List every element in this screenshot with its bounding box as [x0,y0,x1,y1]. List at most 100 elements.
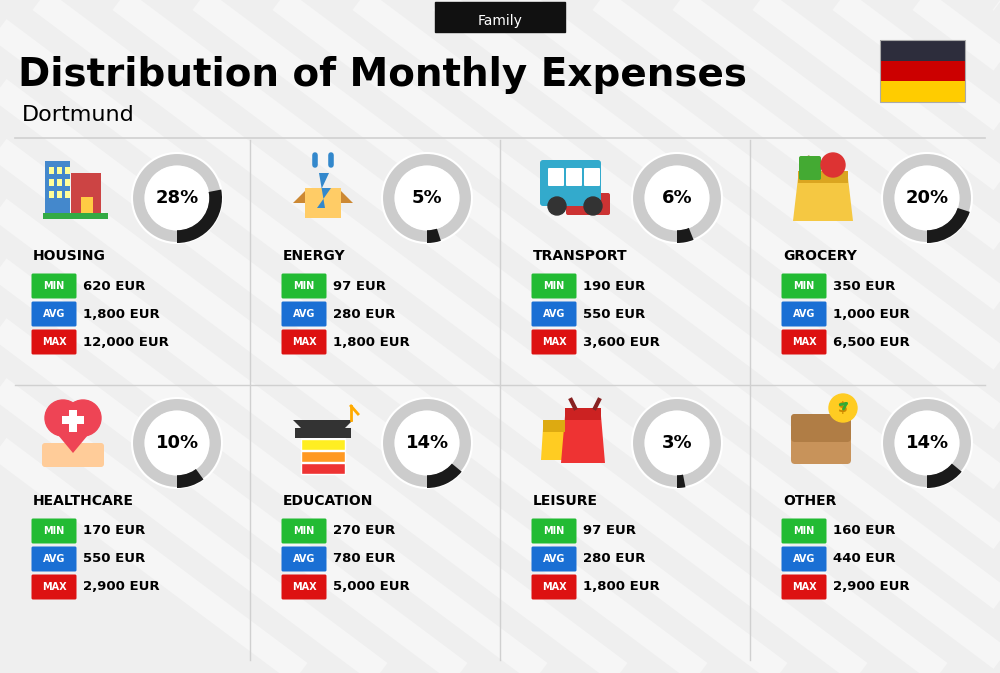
Wedge shape [427,463,462,488]
Polygon shape [293,188,353,203]
FancyBboxPatch shape [301,439,345,450]
FancyBboxPatch shape [32,273,76,299]
FancyBboxPatch shape [57,191,62,198]
Text: $: $ [838,401,848,415]
Text: AVG: AVG [793,309,815,319]
FancyBboxPatch shape [532,302,576,326]
Text: Distribution of Monthly Expenses: Distribution of Monthly Expenses [18,56,747,94]
Polygon shape [541,428,567,460]
Text: MAX: MAX [42,582,66,592]
Text: MAX: MAX [42,337,66,347]
Polygon shape [793,178,853,221]
FancyBboxPatch shape [532,330,576,355]
Circle shape [896,411,958,474]
Text: 160 EUR: 160 EUR [833,524,895,538]
Circle shape [548,197,566,215]
Text: 12,000 EUR: 12,000 EUR [83,336,169,349]
Circle shape [896,166,958,229]
Circle shape [821,153,845,177]
Circle shape [646,411,708,474]
Text: TRANSPORT: TRANSPORT [533,249,628,263]
Text: 280 EUR: 280 EUR [333,308,395,320]
FancyBboxPatch shape [880,61,965,81]
Text: 5,000 EUR: 5,000 EUR [333,581,410,594]
Text: MIN: MIN [793,281,815,291]
FancyBboxPatch shape [584,168,600,186]
FancyBboxPatch shape [49,179,54,186]
FancyBboxPatch shape [782,518,826,544]
FancyBboxPatch shape [782,330,826,355]
Text: 280 EUR: 280 EUR [583,553,645,565]
FancyBboxPatch shape [301,451,345,462]
FancyBboxPatch shape [43,213,108,219]
Text: MIN: MIN [43,281,65,291]
FancyBboxPatch shape [32,518,76,544]
Text: MAX: MAX [292,337,316,347]
FancyBboxPatch shape [798,171,848,183]
Text: AVG: AVG [43,309,65,319]
Text: 190 EUR: 190 EUR [583,279,645,293]
Circle shape [65,400,101,436]
Wedge shape [132,398,222,488]
Text: Family: Family [478,14,522,28]
Text: AVG: AVG [43,554,65,564]
Text: 14%: 14% [905,434,949,452]
Text: MAX: MAX [792,582,816,592]
Wedge shape [382,398,472,488]
FancyBboxPatch shape [45,161,70,216]
FancyBboxPatch shape [782,575,826,600]
Text: 350 EUR: 350 EUR [833,279,895,293]
Circle shape [584,197,602,215]
FancyBboxPatch shape [532,575,576,600]
Text: 2,900 EUR: 2,900 EUR [833,581,910,594]
Text: MIN: MIN [43,526,65,536]
Text: 1,000 EUR: 1,000 EUR [833,308,910,320]
FancyBboxPatch shape [49,167,54,174]
FancyBboxPatch shape [880,81,965,102]
Text: 1,800 EUR: 1,800 EUR [333,336,410,349]
Text: 550 EUR: 550 EUR [583,308,645,320]
Text: 20%: 20% [905,189,949,207]
FancyBboxPatch shape [81,197,93,216]
Wedge shape [132,153,222,243]
Circle shape [146,166,208,229]
Text: 14%: 14% [405,434,449,452]
FancyBboxPatch shape [49,191,54,198]
FancyBboxPatch shape [435,2,565,32]
Text: AVG: AVG [543,554,565,564]
Text: 550 EUR: 550 EUR [83,553,145,565]
FancyBboxPatch shape [532,518,576,544]
Text: MAX: MAX [542,582,566,592]
Circle shape [45,400,81,436]
Text: 97 EUR: 97 EUR [583,524,636,538]
Circle shape [646,166,708,229]
Wedge shape [632,398,722,488]
FancyBboxPatch shape [565,408,601,420]
FancyBboxPatch shape [791,414,851,464]
Text: 28%: 28% [155,189,199,207]
FancyBboxPatch shape [301,427,345,438]
Wedge shape [882,398,972,488]
Text: GROCERY: GROCERY [783,249,857,263]
Wedge shape [382,153,472,243]
Circle shape [146,411,208,474]
FancyBboxPatch shape [282,273,326,299]
FancyBboxPatch shape [532,546,576,571]
Text: MAX: MAX [542,337,566,347]
Text: HOUSING: HOUSING [33,249,106,263]
Text: 1,800 EUR: 1,800 EUR [83,308,160,320]
FancyBboxPatch shape [57,167,62,174]
FancyBboxPatch shape [566,193,610,215]
Text: AVG: AVG [543,309,565,319]
Wedge shape [427,228,441,243]
FancyBboxPatch shape [71,173,101,216]
Text: MAX: MAX [792,337,816,347]
Text: 1,800 EUR: 1,800 EUR [583,581,660,594]
Text: MIN: MIN [293,526,315,536]
FancyBboxPatch shape [65,191,70,198]
Text: 2,900 EUR: 2,900 EUR [83,581,160,594]
Text: HEALTHCARE: HEALTHCARE [33,494,134,508]
FancyBboxPatch shape [791,414,851,442]
Polygon shape [561,416,605,463]
Polygon shape [48,423,98,453]
